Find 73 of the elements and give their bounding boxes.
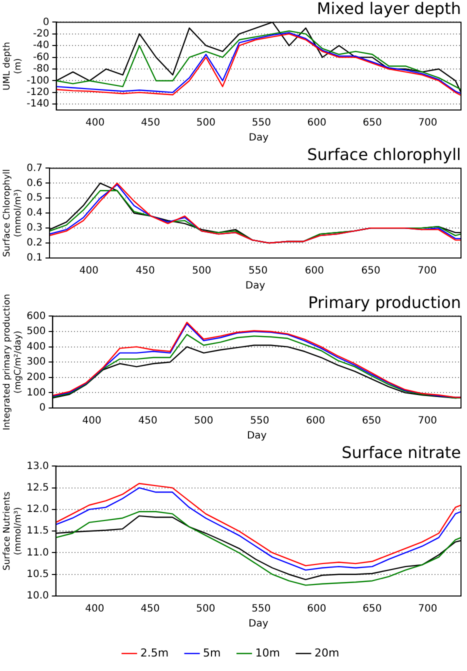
x-axis-title: Day <box>248 132 269 144</box>
x-tick-label: 600 <box>304 266 324 277</box>
y-tick-label: 0.4 <box>26 208 43 219</box>
y-tick-label: 500 <box>26 326 46 338</box>
y-tick-label: 200 <box>26 372 46 383</box>
legend-label: 2.5m <box>140 646 169 660</box>
x-tick-label: 500 <box>192 266 212 277</box>
x-tick-label: 600 <box>307 604 326 615</box>
y-tick-label: 10.5 <box>26 568 49 580</box>
y-tick-label: 0.1 <box>26 252 43 264</box>
legend-label: 5m <box>203 646 221 660</box>
y-tick-label: 600 <box>26 310 46 322</box>
y-tick-label: -60 <box>32 52 50 63</box>
x-tick-label: 400 <box>82 416 102 427</box>
x-tick-label: 700 <box>418 604 438 615</box>
x-tick-label: 450 <box>140 604 160 615</box>
y-tick-label: 0.3 <box>26 222 43 234</box>
y-tick-label: 300 <box>26 356 46 368</box>
x-tick-label: 500 <box>196 118 216 129</box>
x-axis-title: Day <box>248 618 268 630</box>
y-tick-label: -140 <box>26 98 50 110</box>
y-tick-label: 0.6 <box>26 178 43 189</box>
x-tick-label: 400 <box>86 118 105 129</box>
chart-title: Surface nitrate <box>342 442 461 462</box>
x-tick-label: 650 <box>361 266 380 277</box>
legend-label: 20m <box>314 646 340 660</box>
x-tick-label: 450 <box>138 416 158 427</box>
y-tick-label: -120 <box>26 87 50 98</box>
y-tick-label: 11.5 <box>26 526 49 537</box>
y-axis-title: UML depth (m) <box>2 42 24 90</box>
x-tick-label: 500 <box>194 416 214 427</box>
chart-title: Surface chlorophyll <box>307 144 461 164</box>
x-axis-title: Day <box>245 280 266 292</box>
x-tick-label: 400 <box>85 604 104 615</box>
chart-title: Mixed layer depth <box>316 0 461 18</box>
y-tick-label: -40 <box>32 40 50 52</box>
x-tick-label: 550 <box>252 604 271 615</box>
x-tick-label: 650 <box>362 604 382 615</box>
y-axis-title: Surface Nutrients (mmol/m³) <box>2 491 24 570</box>
y-tick-label: 100 <box>26 387 46 398</box>
x-tick-label: 500 <box>196 604 216 615</box>
x-tick-label: 450 <box>140 118 160 129</box>
y-tick-label: 400 <box>26 341 46 352</box>
y-tick-label: 0.5 <box>26 192 43 204</box>
y-tick-label: 13.0 <box>26 460 49 472</box>
x-tick-label: 700 <box>418 266 437 277</box>
chart-title: Primary production <box>308 292 461 312</box>
x-tick-label: 650 <box>362 416 382 427</box>
y-axis-title: Integrated primary production (mgC/m²/day) <box>2 294 24 430</box>
x-tick-label: 550 <box>252 118 271 129</box>
y-tick-label: 12.5 <box>26 482 49 494</box>
x-tick-label: 700 <box>418 118 438 129</box>
y-tick-label: 0.7 <box>26 162 43 174</box>
y-tick-label: 10.0 <box>26 590 49 602</box>
y-axis-title: Surface Chlorophyll (mmol/m³) <box>2 169 24 258</box>
x-tick-label: 450 <box>136 266 155 277</box>
y-tick-label: 0 <box>39 402 46 414</box>
x-tick-label: 550 <box>250 416 270 427</box>
y-tick-label: -100 <box>26 75 50 86</box>
y-tick-label: -80 <box>32 64 50 75</box>
x-tick-label: 550 <box>248 266 268 277</box>
y-tick-label: -20 <box>32 28 50 40</box>
y-tick-label: 11.0 <box>26 547 49 558</box>
x-tick-label: 700 <box>418 416 437 427</box>
x-axis-title: Day <box>246 430 267 442</box>
x-tick-label: 650 <box>362 118 382 129</box>
legend-label: 10m <box>255 646 280 660</box>
x-tick-label: 400 <box>79 266 99 277</box>
y-tick-label: 0 <box>42 16 50 28</box>
x-tick-label: 600 <box>306 416 326 427</box>
y-tick-label: 0.2 <box>26 238 43 249</box>
y-tick-label: 12.0 <box>26 504 49 516</box>
x-tick-label: 600 <box>307 118 326 129</box>
